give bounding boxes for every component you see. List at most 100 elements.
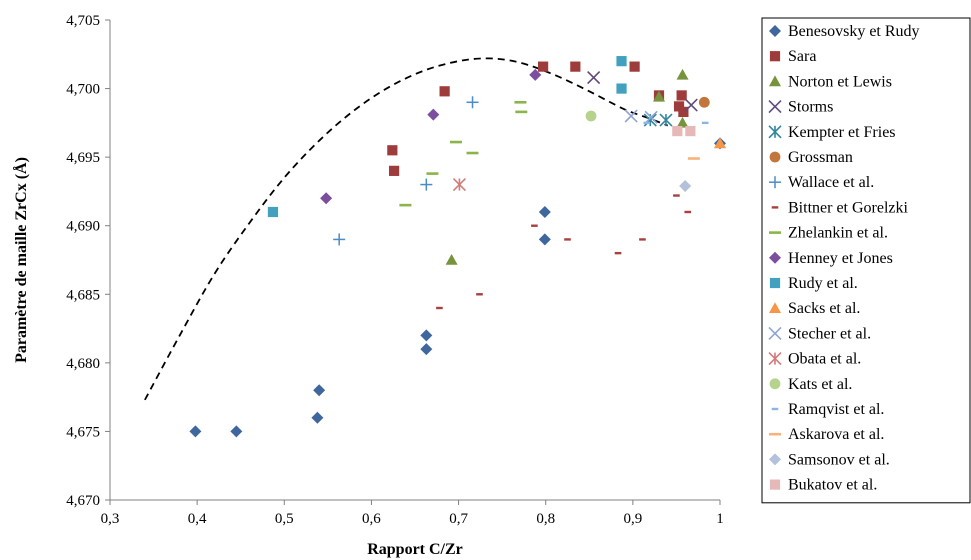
data-point: [698, 96, 710, 108]
legend-entry: Storms: [768, 99, 833, 116]
data-point: [420, 178, 433, 191]
data-point: [616, 83, 627, 94]
data-point: [616, 56, 627, 67]
data-point: [189, 425, 202, 438]
legend-label: Zhelankin et al.: [788, 225, 888, 242]
x-tick-label: 0,7: [449, 511, 468, 527]
legend-marker: [769, 251, 781, 264]
legend-marker: [769, 302, 781, 313]
data-point: [679, 179, 692, 192]
data-point: [714, 137, 726, 149]
legend-entry: Wallace et al.: [769, 174, 874, 191]
series-18: [672, 125, 696, 137]
y-tick-label: 4,695: [66, 150, 100, 166]
data-point: [570, 61, 581, 72]
data-point: [659, 113, 673, 127]
data-point: [320, 192, 333, 205]
y-tick-label: 4,700: [66, 82, 100, 98]
data-point: [420, 329, 433, 342]
legend-entry: Rudy et al.: [769, 275, 858, 292]
data-point: [267, 206, 279, 218]
legend-entry: Bittner et Gorelzki: [771, 199, 909, 216]
legend-marker: [769, 151, 781, 163]
legend-label: Rudy et al.: [788, 275, 858, 292]
data-point: [678, 106, 689, 117]
legend-entry: Grossman: [769, 149, 853, 166]
legend-marker: [768, 326, 782, 340]
legend-entry: Sara: [769, 48, 816, 65]
legend-entry: Norton et Lewis: [769, 73, 892, 90]
data-point: [333, 233, 346, 246]
legend-label: Samsonov et al.: [788, 451, 890, 468]
data-point: [644, 110, 658, 124]
series-5: [698, 96, 710, 108]
legend-marker: [769, 277, 781, 289]
data-point: [684, 98, 698, 112]
data-point: [387, 145, 398, 156]
legend-marker: [769, 378, 781, 390]
data-point: [538, 206, 551, 218]
data-point: [629, 61, 640, 72]
series-9: [320, 68, 542, 205]
data-point: [587, 71, 601, 85]
x-axis-title: Rapport C/Zr: [367, 541, 463, 558]
series-13: [452, 178, 467, 192]
series-7: [436, 194, 692, 310]
legend-entry: Stecher et al.: [768, 325, 871, 342]
legend-entry: Obata et al.: [768, 351, 861, 368]
x-tick-label: 0,3: [101, 511, 120, 527]
legend-marker: [769, 75, 781, 87]
data-point: [311, 411, 324, 424]
data-points: [189, 56, 726, 438]
legend-marker: [769, 479, 781, 490]
legend-marker: [769, 176, 781, 189]
data-point: [585, 110, 597, 122]
series-0: [189, 137, 726, 438]
legend-label: Henney et Jones: [788, 250, 893, 267]
legend-marker: [769, 453, 781, 466]
legend-marker: [768, 100, 782, 114]
data-point: [466, 96, 479, 109]
data-point: [230, 425, 243, 438]
y-ticks: 4,670 4,675 4,680 4,685 4,690 4,695 4,700 4,705: [66, 13, 110, 509]
legend-entry: Askarova et al.: [769, 426, 884, 443]
x-tick-label: 0,8: [536, 511, 555, 527]
legend-marker: [768, 125, 782, 139]
data-point: [529, 68, 542, 81]
legend-label: Kats et al.: [788, 376, 852, 393]
x-tick-label: 0,6: [362, 511, 381, 527]
legend-label: Grossman: [788, 149, 853, 166]
series-10: [267, 56, 627, 218]
series-8: [399, 100, 528, 207]
legend-label: Norton et Lewis: [788, 73, 892, 90]
y-tick-label: 4,675: [66, 424, 100, 440]
data-point: [676, 90, 687, 101]
y-tick-label: 4,670: [66, 493, 100, 509]
y-tick-label: 4,705: [66, 13, 100, 29]
data-point: [624, 109, 638, 123]
data-point: [388, 165, 400, 176]
legend-entry: Benesovsky et Rudy: [769, 23, 920, 40]
data-point: [672, 125, 683, 137]
legend-entry: Zhelankin et al.: [769, 225, 888, 242]
legend-entry: Henney et Jones: [769, 250, 893, 267]
legend-entry: Kempter et Fries: [768, 124, 896, 141]
legend-marker: [768, 352, 782, 366]
x-tick-label: 0,5: [275, 511, 294, 527]
series-17: [679, 179, 692, 192]
plot-area: 0,3 0,4 0,5 0,6 0,7 0,8 0,9 1 4,6704,6754,6804,…: [66, 13, 726, 527]
legend-label: Sara: [788, 48, 816, 65]
y-tick-label: 4,690: [66, 219, 100, 235]
data-point: [676, 116, 689, 128]
legend-entry: Sacks et al.: [769, 300, 860, 317]
legend-marker: [769, 25, 781, 37]
legend: Benesovsky et Rudy Sara Norton et Lewis Sto…: [761, 17, 971, 504]
legend-entry: Ramqvist et al.: [771, 401, 884, 418]
legend-entry: Kats et al.: [769, 376, 852, 393]
x-tick-label: 1: [716, 511, 724, 527]
legend-label: Obata et al.: [788, 351, 861, 368]
data-point: [452, 178, 467, 192]
series-3: [587, 71, 698, 112]
legend-label: Kempter et Fries: [788, 124, 896, 141]
